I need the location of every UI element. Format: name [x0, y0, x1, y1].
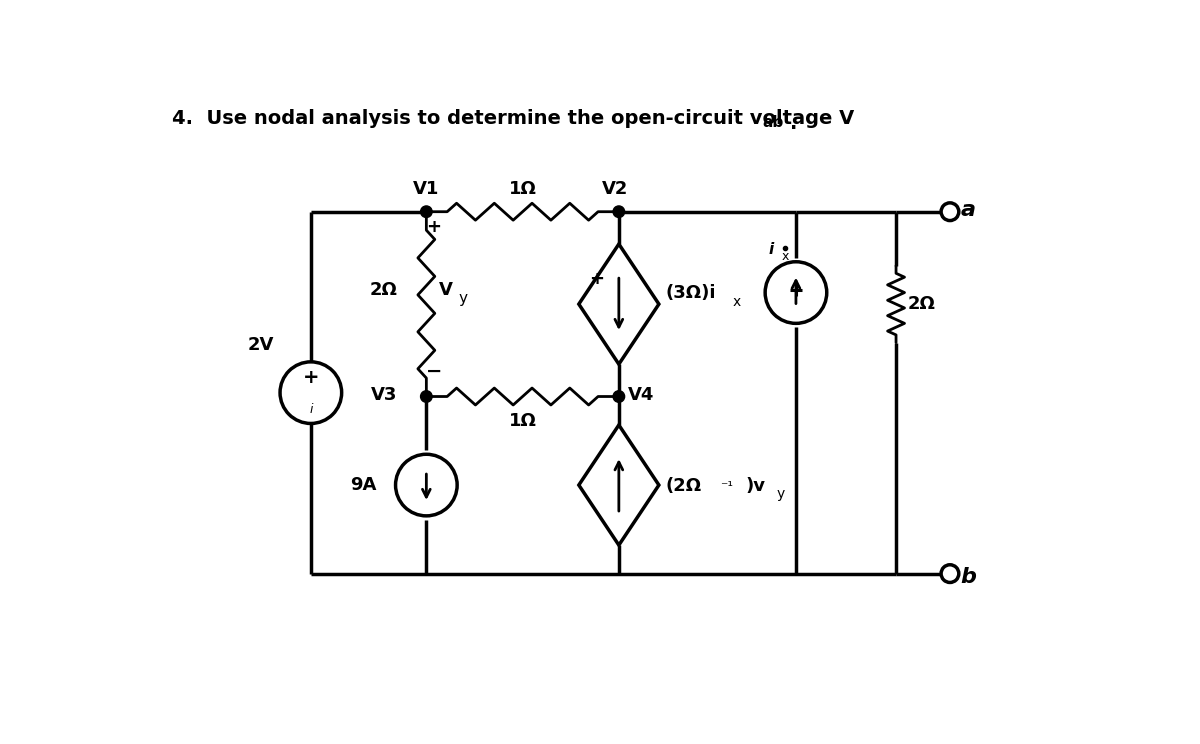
- Text: +: +: [589, 270, 605, 288]
- Text: ⁻¹: ⁻¹: [720, 480, 733, 494]
- Text: i: i: [769, 242, 774, 257]
- Text: V4: V4: [628, 386, 654, 404]
- Text: x: x: [733, 295, 742, 309]
- Text: (2Ω: (2Ω: [665, 477, 701, 496]
- Text: )v: )v: [746, 477, 766, 496]
- Text: (3Ω)i: (3Ω)i: [665, 284, 715, 302]
- Circle shape: [420, 206, 432, 217]
- Text: 1Ω: 1Ω: [509, 412, 536, 430]
- Text: i: i: [310, 403, 312, 416]
- Text: 1Ω: 1Ω: [509, 180, 536, 198]
- Circle shape: [613, 206, 625, 217]
- Text: 2V: 2V: [247, 336, 274, 354]
- Text: 9A: 9A: [350, 476, 377, 494]
- Text: x: x: [782, 250, 790, 263]
- Text: +: +: [426, 218, 442, 236]
- Text: b: b: [961, 568, 977, 588]
- Circle shape: [613, 391, 625, 403]
- Text: ab: ab: [763, 115, 784, 130]
- Text: a: a: [961, 200, 976, 220]
- Text: y: y: [776, 487, 785, 501]
- Text: .: .: [790, 114, 797, 133]
- Circle shape: [420, 391, 432, 403]
- Text: V: V: [439, 281, 452, 299]
- Text: 4.  Use nodal analysis to determine the open-circuit voltage V: 4. Use nodal analysis to determine the o…: [173, 109, 854, 128]
- Text: V2: V2: [602, 180, 628, 198]
- Text: −: −: [426, 362, 443, 381]
- Text: V3: V3: [371, 386, 397, 404]
- Text: +: +: [302, 368, 319, 387]
- Text: 2Ω: 2Ω: [370, 281, 398, 299]
- Text: V1: V1: [413, 180, 439, 198]
- Text: y: y: [458, 291, 468, 306]
- Text: 2Ω: 2Ω: [907, 295, 936, 313]
